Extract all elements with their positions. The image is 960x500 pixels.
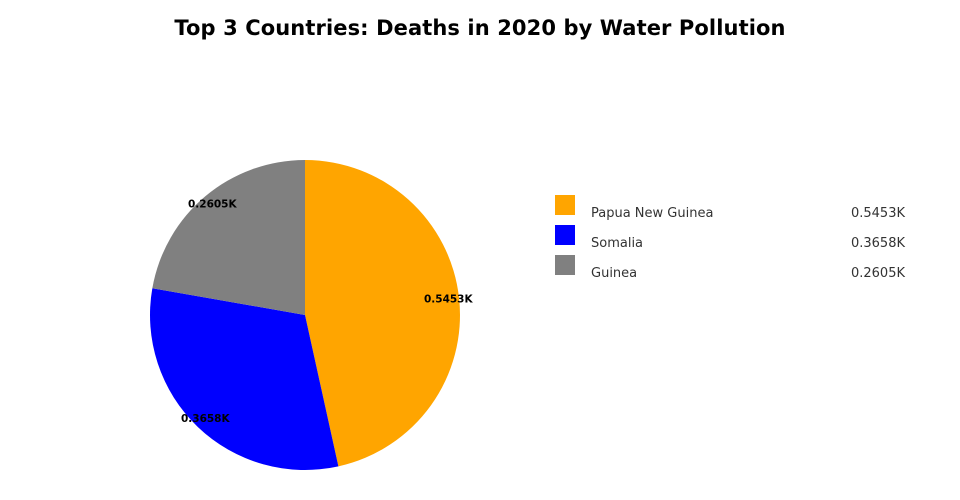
legend-label: Guinea	[591, 266, 638, 281]
legend-item[interactable]: Somalia 0.3658K	[555, 225, 915, 255]
pie-slice-papua-new-guinea[interactable]	[305, 160, 461, 467]
pie-slice-somalia[interactable]	[149, 288, 339, 471]
legend-item[interactable]: Guinea 0.2605K	[555, 255, 915, 285]
slice-value-label: 0.5453K	[424, 293, 474, 305]
chart-title: Top 3 Countries: Deaths in 2020 by Water…	[174, 16, 786, 40]
pie-slice-guinea[interactable]	[152, 160, 305, 315]
legend-value: 0.3658K	[850, 236, 905, 251]
slice-value-label: 0.2605K	[188, 199, 238, 211]
legend-swatch	[555, 255, 575, 275]
legend: Papua New Guinea 0.5453K Somalia 0.3658K…	[555, 195, 915, 285]
legend-swatch	[555, 195, 575, 215]
legend-label: Papua New Guinea	[591, 206, 714, 221]
legend-value: 0.5453K	[850, 206, 905, 221]
legend-label: Somalia	[591, 236, 644, 251]
legend-swatch	[555, 225, 575, 245]
legend-item[interactable]: Papua New Guinea 0.5453K	[555, 195, 915, 225]
legend-value: 0.2605K	[850, 266, 905, 281]
slice-value-label: 0.3658K	[181, 413, 231, 425]
